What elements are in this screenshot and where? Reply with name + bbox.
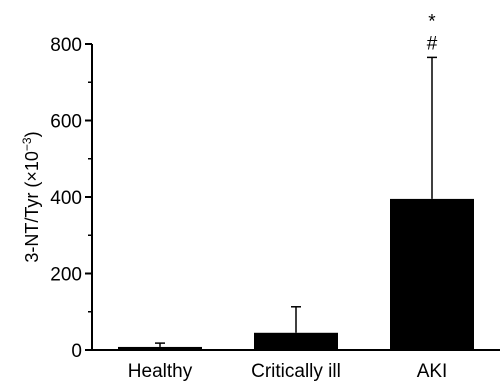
error-bars xyxy=(155,56,437,347)
annotations: *# xyxy=(427,11,438,54)
y-tick-label-0: 0 xyxy=(71,341,82,362)
bars xyxy=(118,198,474,350)
x-tick-label-healthy: Healthy xyxy=(128,361,193,382)
y-tick-label-400: 400 xyxy=(50,188,82,209)
x-tick-labels: Healthy Critically ill AKI xyxy=(128,361,448,382)
y-axis-label: 3-NT/Tyr (×10−3) xyxy=(20,131,42,262)
x-tick-label-critically-ill: Critically ill xyxy=(251,361,341,382)
annotation-symbol: * xyxy=(428,11,436,32)
annotation-symbol: # xyxy=(427,33,438,54)
bar-healthy xyxy=(118,346,202,350)
y-tick-label-800: 800 xyxy=(50,35,82,56)
bar-aki xyxy=(390,198,474,350)
y-tick-label-200: 200 xyxy=(50,265,82,286)
y-tick-label-600: 600 xyxy=(50,112,82,133)
y-ticks: 0 200 400 600 800 xyxy=(50,35,92,362)
x-tick-label-aki: AKI xyxy=(417,361,448,382)
bar-critically-ill xyxy=(254,332,338,350)
